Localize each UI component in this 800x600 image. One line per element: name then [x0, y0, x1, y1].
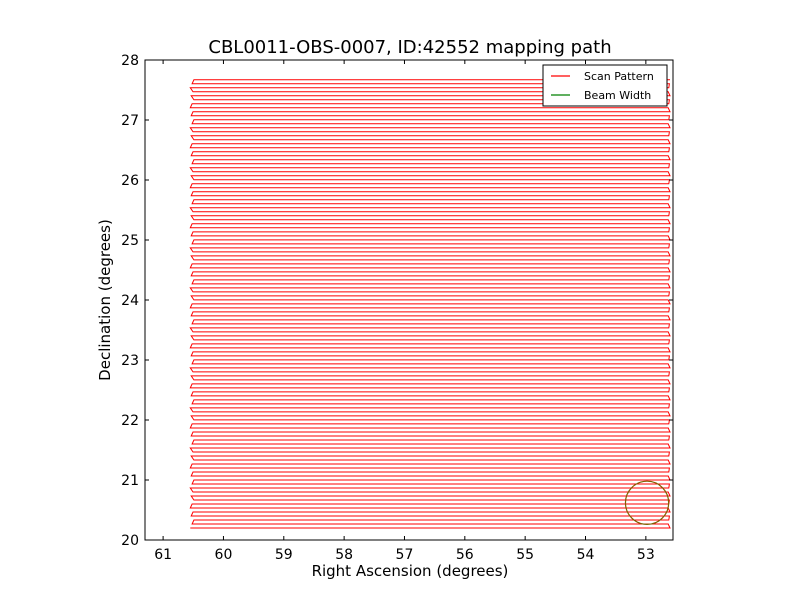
y-tick-label: 28 — [121, 53, 139, 69]
y-axis: 20 21 22 23 24 25 26 27 28 — [121, 53, 673, 549]
x-tick-label: 61 — [154, 547, 172, 563]
x-tick-label: 56 — [456, 547, 474, 563]
y-tick-label: 23 — [121, 353, 139, 369]
beam-width-series — [624, 480, 670, 525]
x-tick-label: 57 — [396, 547, 414, 563]
y-tick-label: 26 — [121, 173, 139, 189]
legend-label-scan: Scan Pattern — [584, 70, 654, 83]
x-tick-label: 59 — [275, 547, 293, 563]
y-tick-label: 21 — [121, 473, 139, 489]
x-axis-title: Right Ascension (degrees) — [312, 562, 509, 580]
chart-title: CBL0011-OBS-0007, ID:42552 mapping path — [208, 37, 611, 58]
scan-pattern-line — [189, 79, 671, 529]
y-tick-label: 24 — [121, 293, 139, 309]
y-tick-label: 27 — [121, 113, 139, 129]
x-tick-label: 54 — [577, 547, 595, 563]
y-tick-label: 22 — [121, 413, 139, 429]
legend: Scan Pattern Beam Width — [542, 64, 668, 107]
legend-label-beam: Beam Width — [584, 89, 651, 102]
x-tick-label: 53 — [637, 547, 655, 563]
x-tick-label: 55 — [516, 547, 534, 563]
legend-box — [542, 64, 668, 107]
x-tick-label: 60 — [215, 547, 233, 563]
y-tick-label: 20 — [121, 533, 139, 549]
beam-width-circle — [624, 480, 670, 525]
x-axis: 61 60 59 58 57 56 55 54 53 — [154, 60, 655, 563]
y-axis-title: Declination (degrees) — [96, 219, 114, 381]
scan-pattern-series — [189, 79, 671, 529]
x-tick-label: 58 — [335, 547, 353, 563]
y-tick-label: 25 — [121, 233, 139, 249]
